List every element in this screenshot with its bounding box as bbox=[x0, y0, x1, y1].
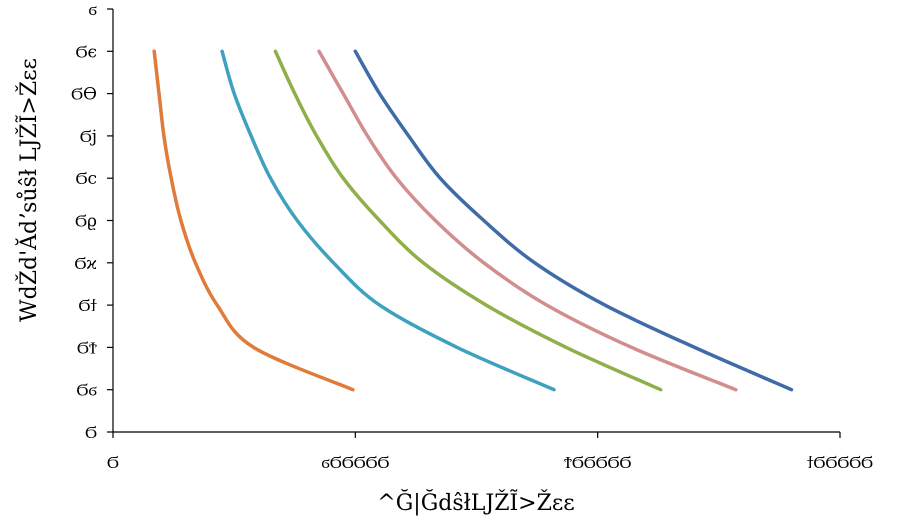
x-tick-label: ϭϬϬϬϬϬ bbox=[321, 453, 389, 473]
y-tick-label: ϭ bbox=[88, 0, 97, 20]
y-tick-label: Ϭϴ bbox=[71, 85, 97, 105]
y-tick-label: Ϭ bbox=[85, 423, 97, 443]
series-group bbox=[152, 49, 794, 392]
x-axis-title: ^Ğ|ĞdŝłLJŽĨ>Žɛɛ bbox=[377, 488, 574, 516]
y-tick-label: Ϭϯ bbox=[79, 296, 98, 316]
series-line-1 bbox=[152, 49, 355, 392]
y-tick-label: ϬϮ bbox=[77, 338, 97, 358]
y-axis-ticks: Ϭ Ϭϭ ϬϮ Ϭϯ Ϭϰ Ϭϱ Ϭϲ Ϭϳ Ϭϴ Ϭϵ ϭ bbox=[71, 0, 113, 443]
series-line-3 bbox=[273, 49, 663, 392]
series-line-5 bbox=[353, 49, 794, 392]
x-tick-label: ϯϬϬϬϬϬ bbox=[807, 453, 873, 473]
series-line-2 bbox=[220, 49, 556, 392]
y-tick-label: Ϭϭ bbox=[76, 381, 97, 401]
series-line-4 bbox=[317, 49, 738, 392]
y-axis-title: WdŽd'Ădʼsůŝł LJŽĨ>Žɛɛ bbox=[14, 58, 42, 322]
y-tick-label: Ϭϰ bbox=[75, 254, 98, 274]
x-tick-label: ϮϬϬϬϬϬ bbox=[564, 453, 632, 473]
y-tick-label: Ϭϵ bbox=[76, 42, 97, 62]
y-tick-label: Ϭϱ bbox=[75, 212, 97, 232]
y-tick-label: Ϭϲ bbox=[76, 169, 97, 189]
x-tick-label: Ϭ bbox=[107, 453, 119, 473]
y-tick-label: Ϭϳ bbox=[80, 127, 97, 147]
